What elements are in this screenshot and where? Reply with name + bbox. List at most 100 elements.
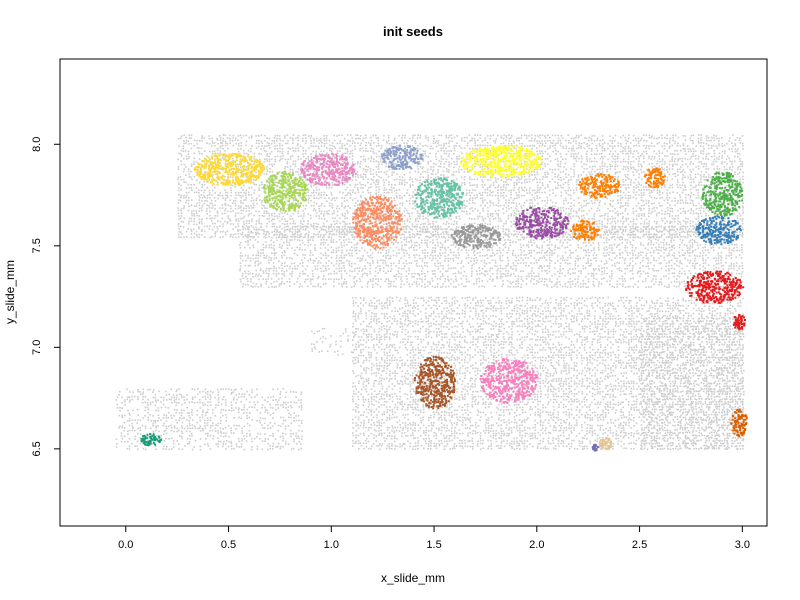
- background-point: [209, 236, 212, 239]
- background-point: [180, 196, 182, 199]
- background-point: [547, 186, 549, 188]
- background-point: [297, 215, 300, 218]
- background-point: [671, 183, 674, 186]
- background-point: [513, 142, 515, 144]
- background-point: [341, 134, 343, 137]
- background-point: [695, 208, 698, 210]
- background-point: [238, 142, 240, 145]
- background-point: [546, 201, 548, 204]
- background-point: [471, 148, 474, 150]
- background-point: [620, 197, 622, 200]
- background-point: [245, 220, 248, 222]
- background-point: [323, 197, 326, 200]
- background-point: [707, 144, 710, 147]
- background-point: [226, 147, 229, 150]
- background-point: [698, 142, 700, 144]
- background-point: [414, 140, 417, 143]
- background-point: [260, 283, 262, 286]
- background-point: [648, 200, 650, 202]
- background-point: [346, 228, 348, 231]
- background-point: [448, 222, 450, 225]
- background-point: [200, 220, 203, 223]
- background-point: [502, 142, 505, 144]
- background-point: [271, 223, 274, 225]
- background-point: [422, 150, 425, 152]
- background-point: [469, 212, 471, 215]
- background-point: [232, 184, 234, 187]
- background-point: [632, 134, 635, 137]
- background-point: [495, 212, 497, 215]
- background-point: [705, 163, 707, 165]
- background-point: [547, 183, 549, 186]
- background-point: [346, 176, 349, 178]
- background-point: [216, 147, 219, 150]
- background-point: [250, 200, 253, 202]
- background-point: [544, 187, 547, 189]
- background-point: [391, 168, 393, 171]
- background-point: [253, 183, 256, 186]
- background-point: [632, 156, 634, 158]
- background-point: [378, 175, 380, 178]
- background-point: [557, 150, 560, 153]
- background-point: [544, 200, 546, 202]
- background-point: [492, 174, 494, 176]
- background-point: [411, 168, 413, 170]
- background-point: [323, 210, 326, 213]
- background-point: [336, 222, 338, 225]
- background-point: [541, 144, 544, 147]
- background-point: [564, 197, 567, 200]
- background-point: [364, 217, 366, 220]
- background-point: [585, 204, 588, 207]
- background-point: [690, 235, 692, 238]
- background-point: [255, 269, 257, 272]
- background-point: [278, 215, 281, 218]
- background-point: [217, 194, 219, 196]
- background-point: [266, 212, 268, 214]
- background-point: [523, 181, 526, 184]
- background-point: [352, 189, 354, 191]
- background-point: [193, 223, 195, 226]
- background-point: [190, 170, 192, 173]
- background-point: [208, 194, 211, 196]
- background-point: [383, 223, 385, 225]
- background-point: [734, 150, 737, 153]
- background-point: [224, 209, 226, 212]
- background-point: [668, 142, 671, 144]
- background-point: [309, 137, 312, 139]
- background-point: [585, 137, 588, 139]
- background-point: [603, 217, 606, 220]
- background-point: [715, 202, 718, 204]
- background-point: [177, 202, 180, 204]
- background-point: [513, 186, 516, 189]
- background-point: [516, 139, 518, 142]
- background-point: [217, 162, 219, 165]
- background-point: [536, 218, 539, 220]
- background-point: [249, 236, 251, 238]
- background-point: [239, 134, 242, 136]
- background-point: [414, 220, 417, 222]
- background-point: [585, 153, 588, 155]
- background-point: [259, 252, 262, 255]
- background-point: [378, 150, 380, 153]
- background-point: [277, 150, 279, 153]
- background-point: [347, 139, 349, 142]
- background-point: [541, 155, 544, 157]
- background-point: [448, 142, 450, 144]
- background-point: [635, 139, 637, 142]
- background-point: [404, 160, 406, 163]
- background-point: [638, 183, 640, 186]
- background-point: [305, 228, 307, 230]
- background-point: [326, 194, 328, 196]
- background-point: [554, 134, 557, 137]
- background-point: [536, 191, 538, 194]
- background-point: [570, 209, 572, 212]
- background-point: [604, 174, 607, 176]
- background-point: [528, 189, 531, 192]
- background-point: [435, 155, 437, 158]
- background-point: [591, 148, 593, 150]
- background-point: [685, 202, 687, 204]
- background-point: [434, 186, 437, 188]
- background-point: [711, 163, 713, 165]
- background-point: [573, 189, 575, 192]
- background-point: [177, 212, 180, 215]
